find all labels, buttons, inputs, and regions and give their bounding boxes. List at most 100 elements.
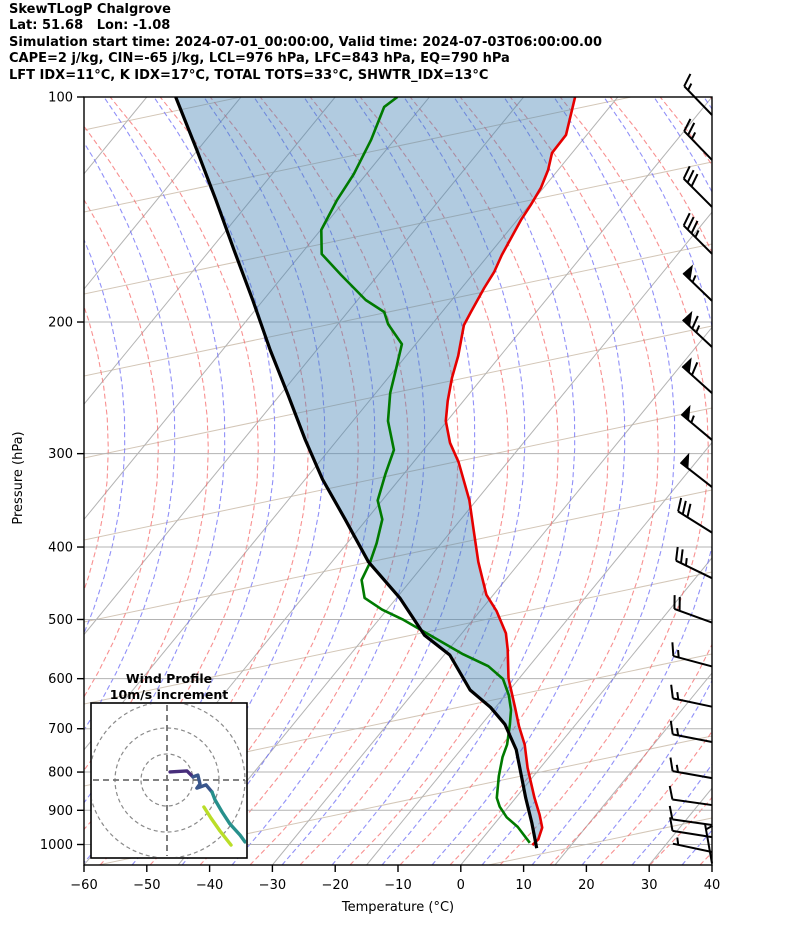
wind-barb [682,165,713,208]
barb-staff [672,733,713,744]
aux-gridline [84,97,244,131]
parcel-curve [174,97,539,849]
isotherm-line [84,97,336,405]
moist-adiabat-line [732,97,794,865]
moist-adiabat-line [281,97,476,865]
isotherm-line [554,672,712,865]
y-tick-label: 200 [48,316,73,331]
barb-staff [683,130,713,161]
barb-staff [682,272,713,302]
barb-staff [675,559,713,580]
wind-barb [669,720,713,744]
y-tick-label: 800 [48,766,73,781]
y-tick-label: 700 [48,722,73,737]
barb-full [682,165,691,180]
wind-barb [680,404,713,441]
barb-staff [682,318,713,348]
barb-full [691,315,699,329]
hodograph-trace [210,790,246,844]
aux-gridline [84,325,712,459]
barb-full [690,173,699,187]
wind-barb [675,546,713,580]
barb-full [682,212,691,226]
barb-pennant [680,452,690,469]
x-tick-label: 10 [515,878,532,893]
barb-pennant [682,310,693,327]
barb-full [675,546,679,561]
barb-full [683,118,692,132]
x-tick-label: 20 [578,878,595,893]
wind-barbs [668,73,713,864]
x-tick-label: −50 [133,878,160,893]
barb-half [690,131,697,140]
moist-adiabat-line [181,97,376,865]
hodograph-title-line2: 10m/s increment [110,687,228,702]
barb-full [668,805,674,820]
header-indices-1: CAPE=2 j/kg, CIN=-65 j/kg, LCL=976 hPa, … [9,51,510,67]
moist-adiabat-line [631,97,712,865]
dry-adiabat-line [0,97,8,865]
moist-adiabat-line [331,97,526,865]
aux-gridline [485,817,712,865]
barb-staff [674,607,713,624]
barb-half [676,692,680,700]
dry-adiabat-line [0,97,58,865]
barb-half [676,837,680,845]
barb-pennant [682,357,692,374]
wind-barb [683,73,713,116]
barb-full [686,169,695,183]
wind-barb [682,310,713,348]
moist-adiabat-line [481,97,676,865]
barb-full [669,817,674,832]
barb-full [668,785,674,800]
barb-full [669,720,674,735]
wind-barb [671,642,713,668]
hodograph-title-line1: Wind Profile [126,671,212,686]
barb-staff [677,510,713,534]
dry-adiabat-line [549,97,712,865]
aux-gridline [84,571,712,705]
header-title: SkewTLogP Chalgrove [9,2,171,17]
barb-half [684,557,688,566]
moist-adiabat-line [431,97,626,865]
y-tick-label: 500 [48,613,73,628]
y-axis-label: Pressure (hPa) [11,431,26,524]
barb-staff [683,177,713,208]
isotherm-line [272,326,712,865]
barb-staff [672,798,713,807]
wind-barb [672,837,713,853]
moist-adiabat-line [782,97,794,865]
isotherm-line [366,441,712,865]
isotherm-line [460,557,712,865]
aux-gridline [84,243,712,377]
hodograph-trace [191,773,214,794]
barb-staff [672,770,713,780]
isotherm-line [84,97,524,636]
barb-half [687,83,693,91]
wind-barb [683,118,713,161]
barb-full [670,684,674,699]
barb-full [690,220,699,234]
x-axis-label: Temperature (°C) [341,900,454,915]
x-tick-label: −10 [384,878,411,893]
moist-adiabat-line [84,238,126,635]
aux-gridline [84,489,712,623]
isotherm-line [743,97,794,865]
header-indices-2: LFT IDX=11°C, K IDX=17°C, TOTAL TOTS=33°… [9,67,489,83]
barb-staff [672,829,713,839]
barb-full [679,549,684,564]
y-tick-label: 1000 [40,838,73,853]
barb-half [690,415,695,423]
barb-staff [704,823,713,864]
temperature-curve [444,97,577,847]
hodograph-inset: Wind Profile 10m/s increment [90,671,248,859]
y-tick-label: 300 [48,447,73,462]
moist-adiabat-line [381,97,576,865]
barb-full [686,216,695,230]
barb-full [681,500,687,515]
wind-barb [679,452,713,488]
barb-half [695,325,701,333]
barb-half [694,230,700,238]
barb-full [683,73,692,87]
